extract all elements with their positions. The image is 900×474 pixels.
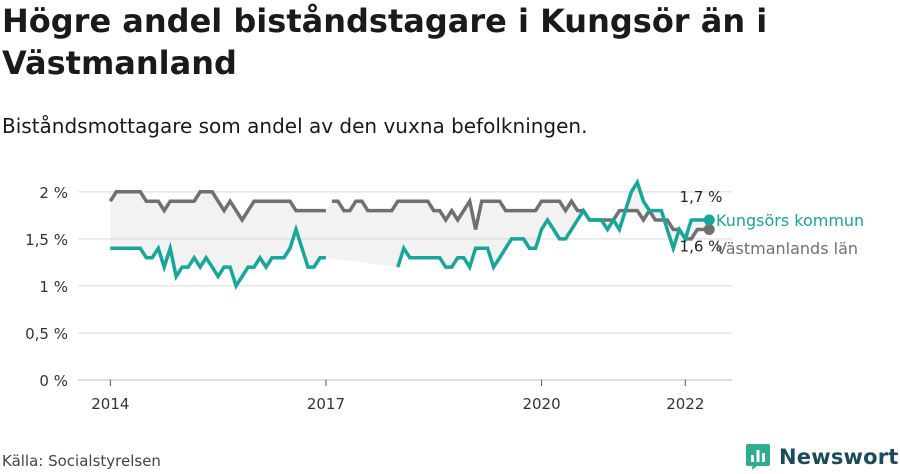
series-line-vastmanland	[108, 190, 326, 224]
source-note: Källa: Socialstyrelsen	[2, 452, 161, 470]
gridlines	[78, 191, 732, 381]
x-axis-ticks: 2014 2017 2020 2022	[91, 380, 704, 413]
series-line-kungsor	[110, 223, 326, 290]
difference-band	[110, 182, 710, 286]
end-value-label-kungsor: 1,7 %	[680, 188, 723, 206]
series-label-vastmanland: Västmanlands län	[716, 239, 858, 258]
y-tick-label: 0,5 %	[25, 325, 68, 343]
series-line-kungsor	[396, 178, 710, 272]
x-tick-label: 2020	[522, 395, 560, 413]
x-tick-label: 2017	[307, 395, 345, 413]
series-line-vastmanland	[331, 196, 710, 241]
newsworthy-logo: Newsworthy	[745, 442, 900, 472]
y-tick-label: 0 %	[39, 372, 68, 390]
y-tick-label: 1,5 %	[25, 231, 68, 249]
y-tick-label: 2 %	[39, 184, 68, 202]
x-tick-label: 2014	[91, 395, 129, 413]
chart-title: Högre andel biståndstagare i Kungsör än …	[2, 2, 768, 82]
end-point-vastmanland	[703, 223, 715, 235]
chart-subtitle: Biståndsmottagare som andel av den vuxna…	[2, 114, 588, 138]
shaded-range-area	[110, 182, 710, 286]
y-tick-label: 1 %	[39, 278, 68, 296]
x-tick-label: 2022	[666, 395, 704, 413]
end-value-label-vastmanland: 1,6 %	[680, 237, 723, 255]
bar-chart-icon	[746, 444, 770, 470]
series-label-kungsor: Kungsörs kommun	[716, 211, 864, 230]
end-point-kungsor	[703, 214, 715, 226]
y-axis-ticks: 0 % 0,5 % 1 % 1,5 % 2 %	[25, 184, 68, 390]
brand-name: Newsworthy	[779, 445, 900, 469]
end-markers: 1,7 % 1,6 % Kungsörs kommun Västmanlands lä…	[680, 188, 865, 258]
series-lines	[108, 178, 710, 290]
